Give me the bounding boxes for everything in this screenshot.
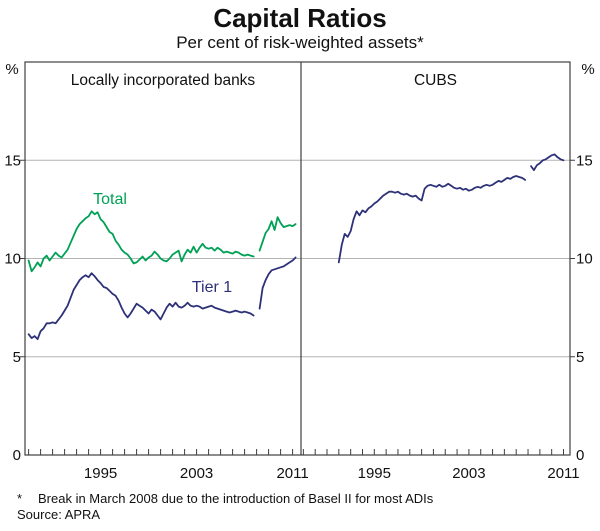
footnote-text: Break in March 2008 due to the introduct…	[38, 491, 434, 506]
chart-subtitle: Per cent of risk-weighted assets*	[176, 33, 424, 52]
tier-1-series-label: Tier 1	[192, 279, 232, 296]
panel-title-locally-incorporated-banks: Locally incorporated banks	[71, 72, 256, 89]
cubs-line-segment-2	[530, 153, 565, 172]
x-axis-label-2011: 2011	[547, 465, 579, 482]
tier-1-line-segment-2	[258, 256, 297, 310]
percent-unit-left: %	[5, 61, 18, 78]
cubs-line-segment-1	[337, 175, 526, 264]
plot-frame	[24, 61, 571, 456]
x-axis-label-2003: 2003	[452, 465, 485, 482]
panel-title-cubs: CUBS	[414, 72, 457, 89]
x-axis-label-2003: 2003	[180, 465, 213, 482]
y-axis-label-left-5: 5	[13, 349, 21, 366]
tier-1-line-segment-1	[27, 272, 255, 341]
x-axis-label-1995: 1995	[84, 465, 117, 482]
x-axis-label-2011: 2011	[276, 465, 308, 482]
footnote-marker: *	[17, 491, 23, 506]
y-axis-label-left-15: 15	[4, 152, 21, 169]
y-axis-label-right-10: 10	[576, 251, 593, 268]
total-series-label: Total	[93, 191, 127, 208]
y-axis-label-right-15: 15	[576, 152, 593, 169]
total-line-segment-1	[27, 210, 255, 273]
chart-title: Capital Ratios	[213, 3, 387, 33]
y-axis-label-right-5: 5	[576, 349, 584, 366]
y-axis-label-right-0: 0	[576, 447, 584, 464]
footnote: * Break in March 2008 due to the introdu…	[17, 491, 592, 506]
y-axis-label-left-10: 10	[4, 251, 21, 268]
percent-unit-right: %	[581, 61, 594, 78]
x-axis-label-1995: 1995	[358, 465, 391, 482]
total-line-segment-2	[258, 216, 297, 252]
y-axis-label-left-0: 0	[13, 447, 21, 464]
source-note: Source: APRA	[17, 507, 101, 522]
